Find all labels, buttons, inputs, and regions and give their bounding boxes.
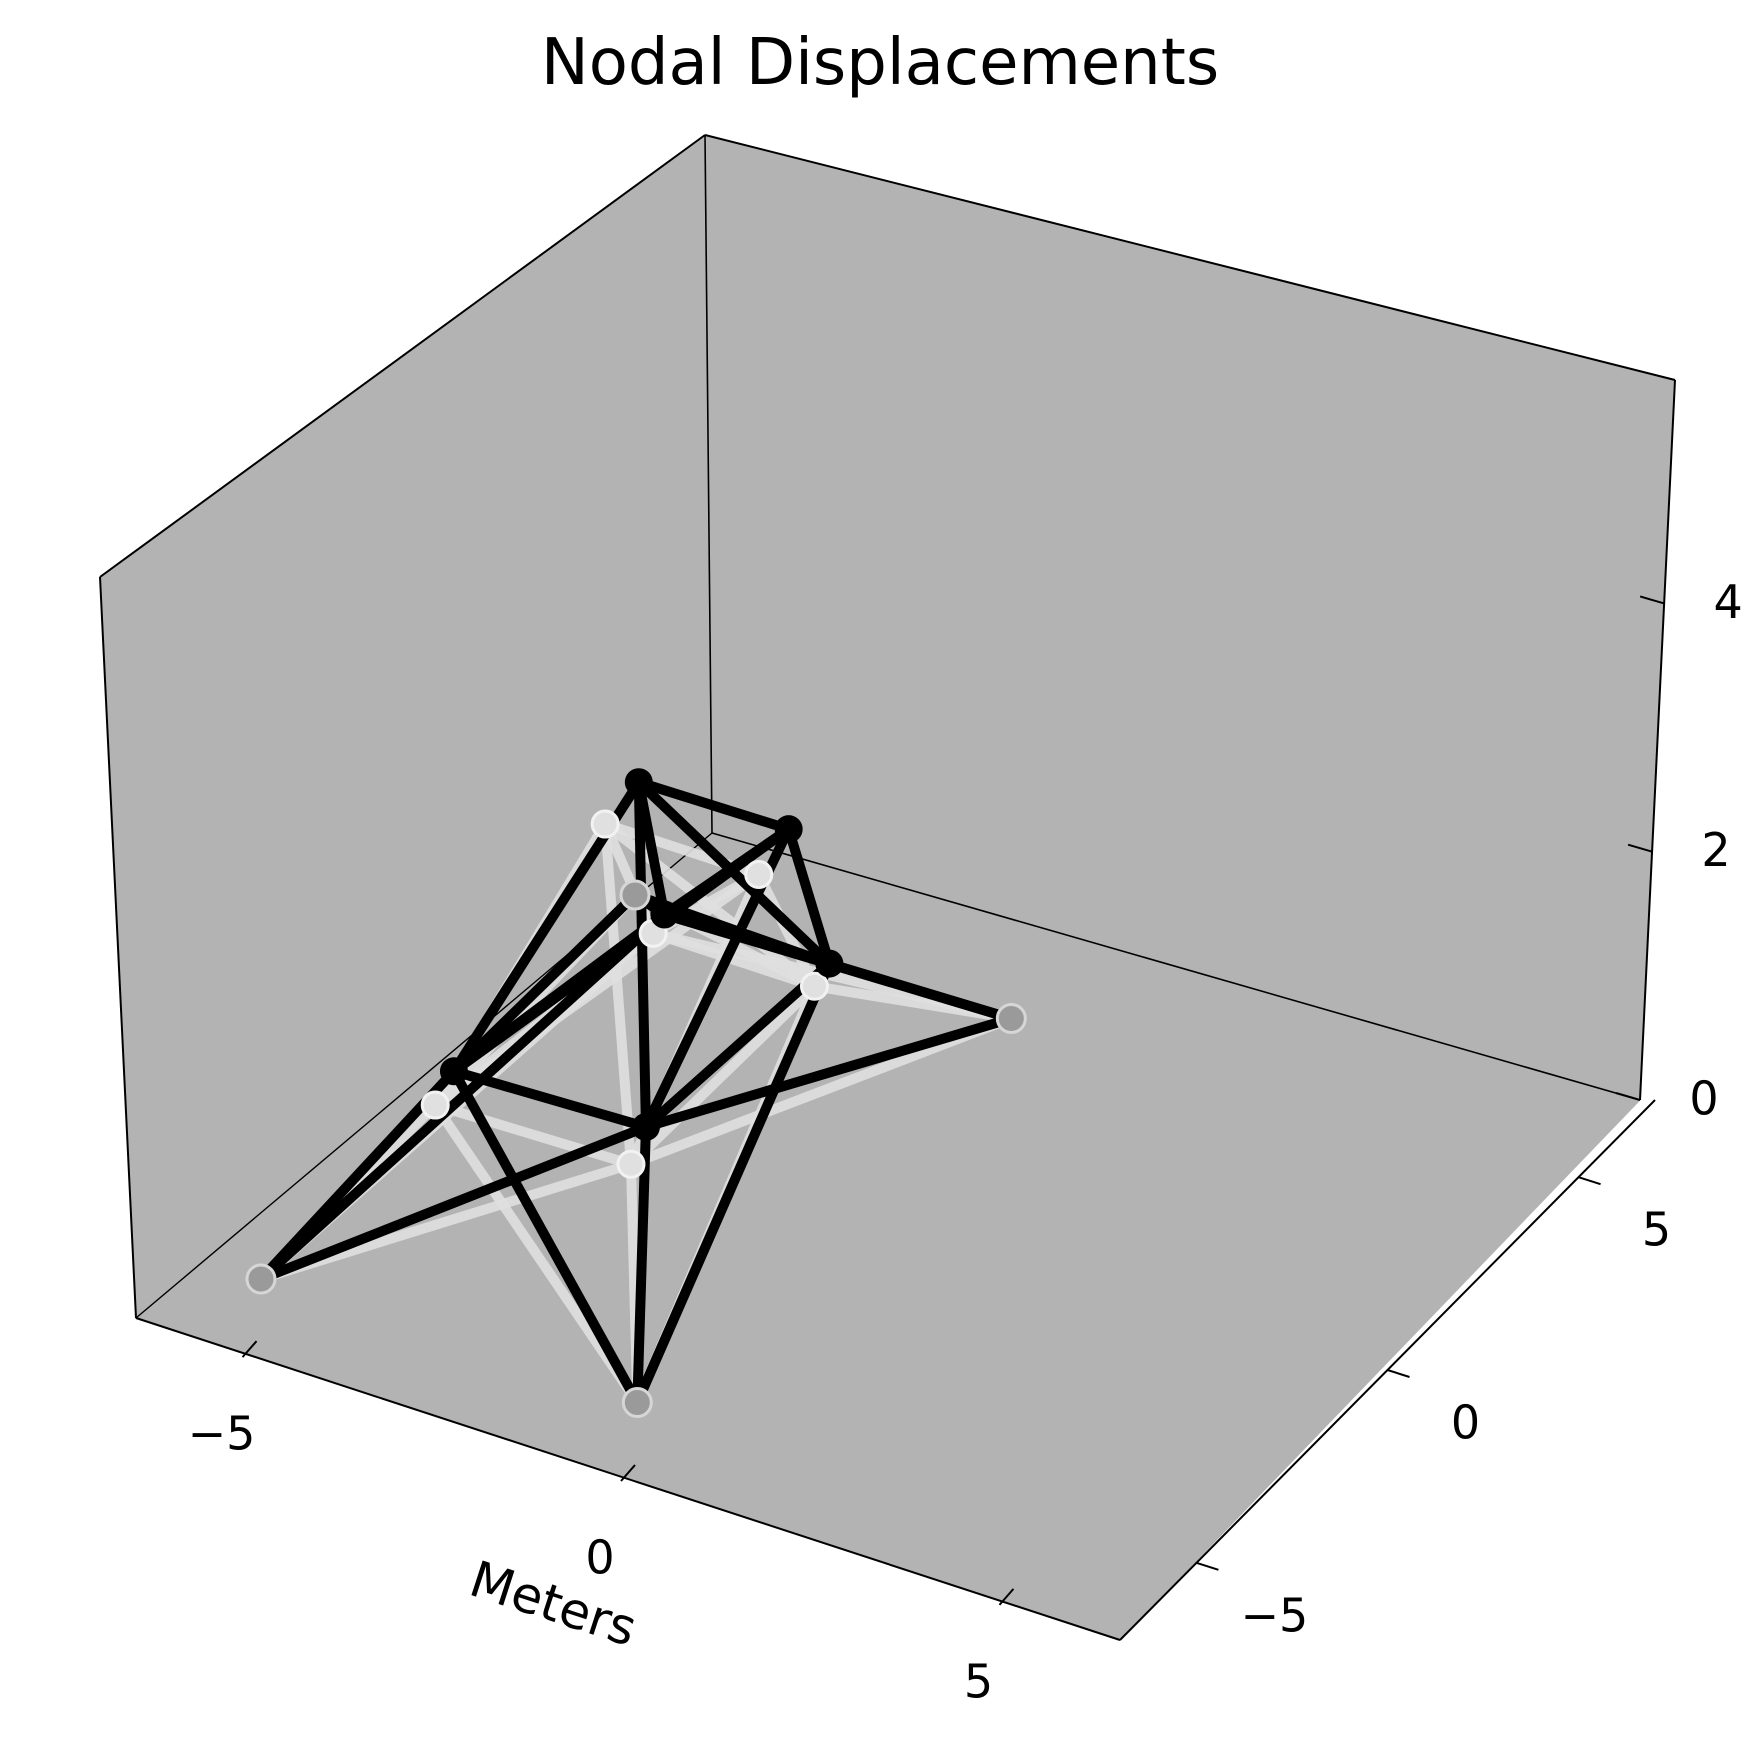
original-node [799, 971, 829, 1001]
deformed-node [774, 815, 803, 844]
tick-mark [1196, 1561, 1219, 1571]
deformed-node [650, 900, 679, 929]
support-node [619, 879, 651, 911]
original-member [600, 819, 636, 1170]
axis-edge [1639, 379, 1676, 1101]
y-tick-label: 5 [1642, 1203, 1671, 1257]
tick-mark [1639, 595, 1665, 605]
original-member [625, 1013, 1017, 1170]
deformed-member [448, 1066, 643, 1408]
tick-mark [998, 1588, 1015, 1606]
axis-panes [99, 134, 1676, 1641]
deformed-member [632, 958, 835, 1408]
z-tick-label: 4 [1713, 575, 1742, 629]
original-member [430, 1100, 643, 1408]
x-axis-line [135, 1317, 1121, 1641]
axis-edge [99, 134, 706, 578]
x-tick-label: −5 [188, 1407, 256, 1461]
axis-edge [704, 134, 713, 834]
axis-edge [711, 832, 1641, 1101]
axis-edge [704, 134, 1676, 381]
original-member [430, 1100, 636, 1170]
deformed-member [633, 777, 670, 920]
nodes [245, 768, 1027, 1418]
y-tick-label: −5 [1241, 1588, 1309, 1642]
original-node [744, 859, 774, 889]
tick-mark [1578, 1176, 1601, 1186]
deformed-node [439, 1057, 468, 1086]
x-tick-label: 5 [964, 1654, 993, 1708]
deformed-node [631, 1112, 660, 1141]
deformed-member [632, 1121, 651, 1408]
deformed-member [640, 958, 835, 1132]
deformed-member [256, 1121, 651, 1284]
original-node [590, 809, 620, 839]
deformed-node [624, 768, 653, 797]
tick-mark [1615, 1092, 1641, 1101]
support-node [995, 1002, 1027, 1034]
tick-mark [241, 1340, 258, 1358]
tick-mark [1387, 1369, 1410, 1378]
deformed-member [448, 890, 640, 1077]
deformed-member [633, 777, 794, 835]
y-tick-label: 0 [1451, 1396, 1480, 1450]
z-tick-label: 0 [1689, 1072, 1718, 1126]
deformed-member [783, 824, 835, 969]
deformed-member [640, 1013, 1017, 1132]
original-member [625, 981, 820, 1170]
tick-mark [620, 1464, 636, 1482]
tick-mark [1627, 843, 1653, 853]
original-node [420, 1090, 450, 1120]
axis-ticks: −5 0 5 −5 0 5 0 2 4 [188, 575, 1743, 1708]
x-tick-label: 0 [585, 1531, 614, 1585]
support-node [621, 1386, 653, 1418]
deformed-node [815, 949, 844, 978]
deformed-member [633, 777, 651, 1132]
x-axis-label: Meters [463, 1550, 643, 1658]
support-node [245, 1263, 277, 1295]
deformed-member [659, 824, 794, 920]
z-tick-label: 2 [1701, 823, 1730, 877]
chart-title: Nodal Displacements [541, 26, 1219, 100]
deformed-members [256, 777, 1017, 1408]
axis-edge [99, 576, 137, 1319]
original-node [616, 1149, 646, 1179]
